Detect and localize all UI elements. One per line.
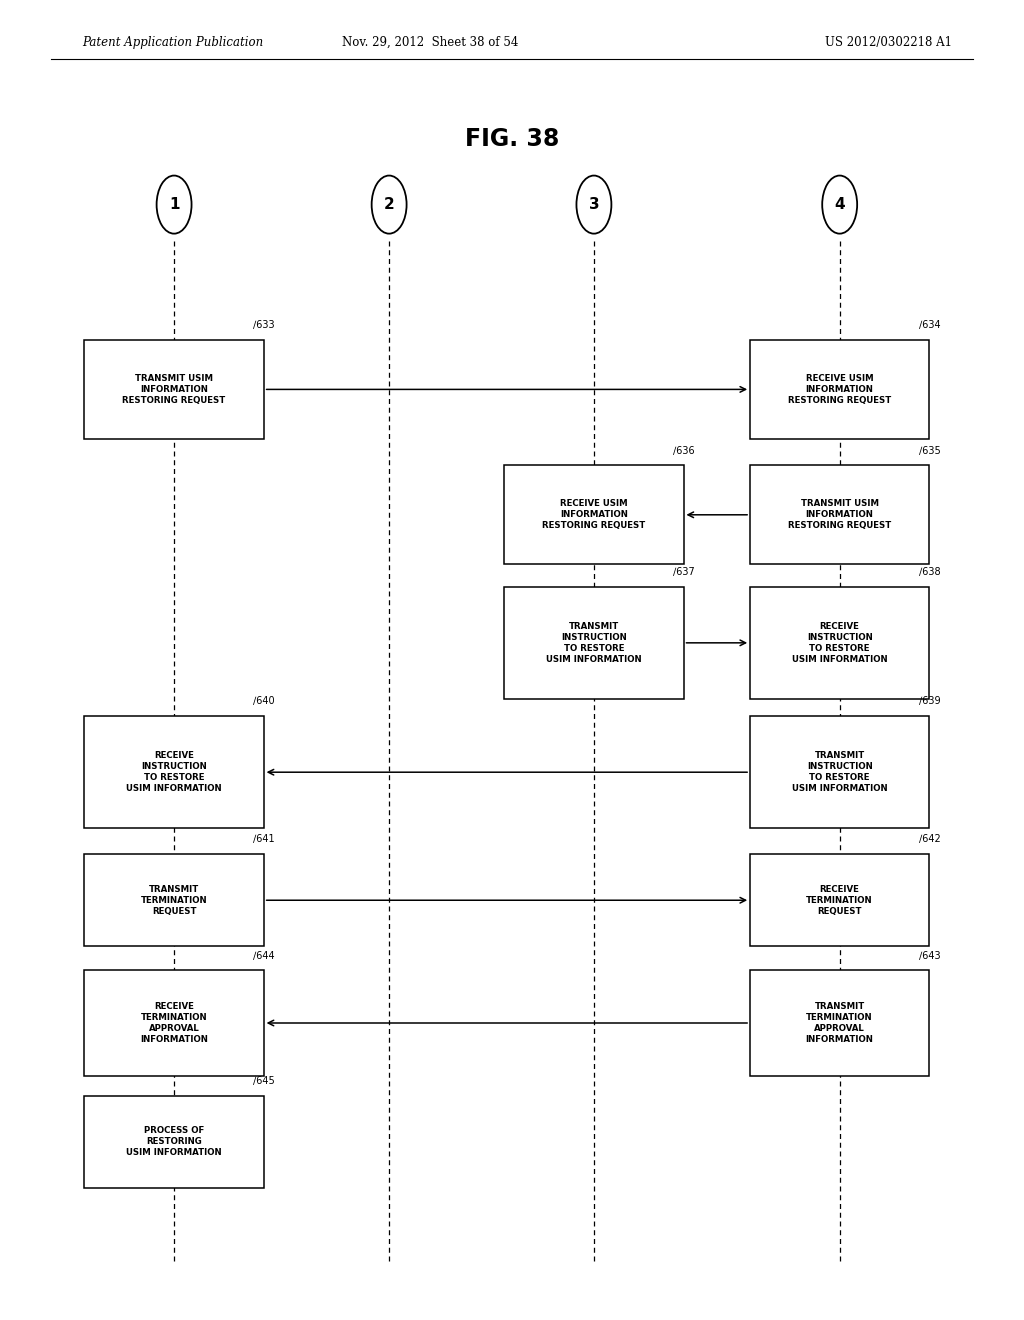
FancyBboxPatch shape: [750, 715, 930, 829]
Text: ∕640: ∕640: [254, 696, 275, 705]
Text: ∕635: ∕635: [920, 445, 941, 454]
FancyBboxPatch shape: [504, 466, 684, 565]
Text: TRANSMIT
INSTRUCTION
TO RESTORE
USIM INFORMATION: TRANSMIT INSTRUCTION TO RESTORE USIM INF…: [792, 751, 888, 793]
FancyBboxPatch shape: [750, 339, 930, 438]
Text: 3: 3: [589, 197, 599, 213]
Text: US 2012/0302218 A1: US 2012/0302218 A1: [825, 36, 952, 49]
Text: ∕639: ∕639: [920, 696, 941, 705]
Text: RECEIVE
INSTRUCTION
TO RESTORE
USIM INFORMATION: RECEIVE INSTRUCTION TO RESTORE USIM INFO…: [126, 751, 222, 793]
Text: RECEIVE USIM
INFORMATION
RESTORING REQUEST: RECEIVE USIM INFORMATION RESTORING REQUE…: [543, 499, 645, 531]
Text: 2: 2: [384, 197, 394, 213]
FancyBboxPatch shape: [750, 466, 930, 565]
Text: RECEIVE
TERMINATION
APPROVAL
INFORMATION: RECEIVE TERMINATION APPROVAL INFORMATION: [140, 1002, 208, 1044]
FancyBboxPatch shape: [85, 1096, 264, 1188]
FancyBboxPatch shape: [750, 854, 930, 946]
Text: Nov. 29, 2012  Sheet 38 of 54: Nov. 29, 2012 Sheet 38 of 54: [342, 36, 518, 49]
Text: ∕633: ∕633: [254, 319, 275, 329]
Text: ∕643: ∕643: [920, 949, 941, 960]
FancyBboxPatch shape: [85, 854, 264, 946]
Text: FIG. 38: FIG. 38: [465, 127, 559, 150]
FancyBboxPatch shape: [85, 339, 264, 438]
Text: RECEIVE
INSTRUCTION
TO RESTORE
USIM INFORMATION: RECEIVE INSTRUCTION TO RESTORE USIM INFO…: [792, 622, 888, 664]
Text: RECEIVE
TERMINATION
REQUEST: RECEIVE TERMINATION REQUEST: [806, 884, 873, 916]
Text: ∕638: ∕638: [920, 566, 941, 576]
Text: Patent Application Publication: Patent Application Publication: [82, 36, 263, 49]
FancyBboxPatch shape: [85, 970, 264, 1076]
Text: PROCESS OF
RESTORING
USIM INFORMATION: PROCESS OF RESTORING USIM INFORMATION: [126, 1126, 222, 1158]
Text: TRANSMIT
INSTRUCTION
TO RESTORE
USIM INFORMATION: TRANSMIT INSTRUCTION TO RESTORE USIM INF…: [546, 622, 642, 664]
Text: ∕642: ∕642: [920, 833, 941, 843]
FancyBboxPatch shape: [750, 970, 930, 1076]
Text: 1: 1: [169, 197, 179, 213]
Text: TRANSMIT USIM
INFORMATION
RESTORING REQUEST: TRANSMIT USIM INFORMATION RESTORING REQU…: [123, 374, 225, 405]
Text: ∕634: ∕634: [920, 319, 941, 329]
FancyBboxPatch shape: [504, 586, 684, 700]
FancyBboxPatch shape: [750, 586, 930, 700]
Text: ∕645: ∕645: [254, 1074, 275, 1085]
Text: TRANSMIT
TERMINATION
REQUEST: TRANSMIT TERMINATION REQUEST: [140, 884, 208, 916]
Text: ∕644: ∕644: [254, 949, 275, 960]
Text: TRANSMIT USIM
INFORMATION
RESTORING REQUEST: TRANSMIT USIM INFORMATION RESTORING REQU…: [788, 499, 891, 531]
Text: 4: 4: [835, 197, 845, 213]
Text: ∕637: ∕637: [674, 566, 695, 576]
Text: ∕641: ∕641: [254, 833, 275, 843]
FancyBboxPatch shape: [85, 715, 264, 829]
Text: ∕636: ∕636: [674, 445, 695, 454]
Text: TRANSMIT
TERMINATION
APPROVAL
INFORMATION: TRANSMIT TERMINATION APPROVAL INFORMATIO…: [806, 1002, 873, 1044]
Text: RECEIVE USIM
INFORMATION
RESTORING REQUEST: RECEIVE USIM INFORMATION RESTORING REQUE…: [788, 374, 891, 405]
